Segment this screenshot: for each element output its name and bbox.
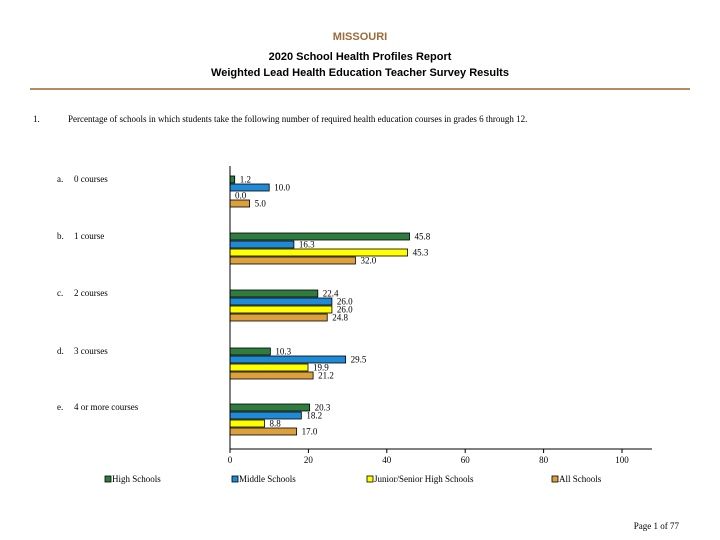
bar-value-label: 24.8 [332, 313, 348, 323]
category-letter: b. [57, 231, 64, 241]
x-tick-label: 100 [615, 455, 629, 465]
bar-value-label: 18.2 [306, 411, 322, 421]
category-letter: d. [57, 346, 64, 356]
legend-label: Junior/Senior High Schools [374, 474, 474, 484]
bar-value-label: 10.0 [274, 183, 290, 193]
legend-swatch [231, 475, 239, 483]
category-label: 3 courses [74, 346, 108, 356]
bar [229, 297, 333, 306]
x-tick-label: 0 [228, 455, 233, 465]
bar-value-label: 29.5 [351, 355, 367, 365]
legend-swatch [551, 475, 559, 483]
legend-label: All Schools [559, 474, 602, 484]
x-tick-label: 20 [304, 455, 314, 465]
legend-swatch [104, 475, 112, 483]
legend-label: High Schools [112, 474, 161, 484]
x-tick-label: 40 [382, 455, 392, 465]
bar-value-label: 8.8 [269, 419, 281, 429]
report-subtitle: Weighted Lead Health Education Teacher S… [211, 67, 509, 79]
bar [229, 371, 314, 380]
bar-value-label: 17.0 [302, 427, 318, 437]
bar [229, 232, 410, 241]
bar-value-label: 10.3 [275, 347, 291, 357]
bar-value-label: 20.3 [315, 403, 331, 413]
report-title: 2020 School Health Profiles Report [268, 51, 452, 63]
bar-value-label: 16.3 [299, 240, 315, 250]
bar-value-label: 19.9 [313, 363, 329, 373]
bar [229, 175, 236, 184]
bar-value-label: 26.0 [337, 297, 353, 307]
bar [229, 240, 295, 249]
legend-swatch [366, 475, 374, 483]
bar [229, 289, 319, 298]
bar [229, 256, 356, 265]
bar-value-label: 21.2 [318, 371, 334, 381]
bar [229, 419, 265, 428]
category-label: 1 course [74, 231, 104, 241]
category-letter: c. [57, 288, 63, 298]
category-letter: a. [57, 174, 63, 184]
bar [229, 248, 408, 257]
bar [229, 403, 310, 412]
bar-value-label: 1.2 [240, 175, 251, 185]
question-number: 1. [33, 114, 40, 124]
state-name: MISSOURI [332, 31, 388, 43]
bar [229, 199, 251, 208]
category-label: 4 or more courses [74, 402, 139, 412]
bar-value-label: 22.4 [323, 289, 339, 299]
bar-value-label: 45.3 [413, 248, 429, 258]
question-text: Percentage of schools in which students … [68, 114, 528, 124]
header-divider [30, 88, 690, 90]
bar [229, 363, 309, 372]
category-label: 2 courses [74, 288, 108, 298]
page-number: Page 1 of 77 [633, 521, 679, 531]
bar [229, 427, 298, 436]
x-tick-label: 60 [461, 455, 471, 465]
category-letter: e. [57, 402, 63, 412]
bar [229, 411, 302, 420]
bar-value-label: 5.0 [255, 199, 267, 209]
bar [229, 313, 328, 322]
bar [229, 305, 333, 314]
x-tick-label: 80 [539, 455, 549, 465]
bar-value-label: 26.0 [337, 305, 353, 315]
bar-value-label: 0.0 [235, 191, 247, 201]
bar [229, 347, 271, 356]
legend-label: Middle Schools [239, 474, 296, 484]
bar-value-label: 45.8 [415, 232, 431, 242]
bar-value-label: 32.0 [360, 256, 376, 266]
bar-chart: a. 0 courses b. 1 course c. 2 courses d. 3 cour… [57, 166, 652, 484]
category-label: 0 courses [74, 174, 108, 184]
